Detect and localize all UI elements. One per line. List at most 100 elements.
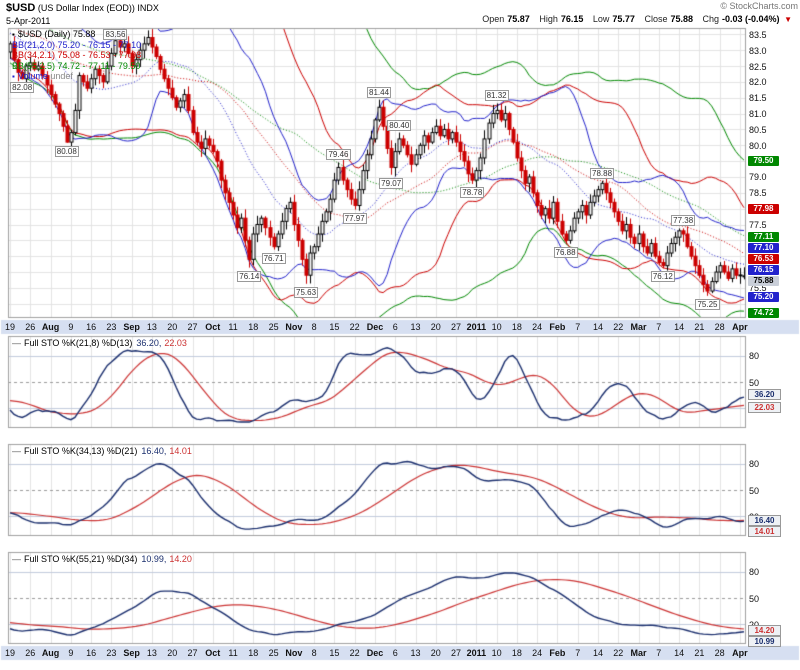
x-axis-label: Feb [549, 648, 566, 658]
x-axis-label: 9 [68, 322, 74, 332]
price-annotation: 83.56 [103, 29, 128, 40]
x-axis-label: 10 [491, 322, 502, 332]
x-axis-label: 11 [228, 648, 238, 658]
x-axis-label: Aug [41, 322, 60, 332]
legend-text: BB(34,2.1) 75.08 - 76.53 - 77.98 [12, 50, 142, 60]
x-axis-label: 7 [656, 648, 662, 658]
x-axis-label: 20 [430, 322, 441, 332]
price-value-box: 77.10 [748, 242, 779, 253]
x-axis-label: Mar [630, 322, 647, 332]
x-axis-label: 18 [248, 322, 259, 332]
chart-title: (US Dollar Index (EOD)) INDX [35, 3, 159, 13]
x-axis-label: 25 [268, 322, 279, 332]
x-axis-label: Dec [366, 648, 384, 658]
x-axis-label: 19 [5, 322, 16, 332]
quote-close-label: Close [644, 14, 668, 24]
indicator-line-icon: — [12, 338, 21, 348]
stoch-legend-1: — Full STO %K(21,8) %D(13) 36.20, 22.03 [12, 338, 187, 348]
x-axis-label: 18 [511, 648, 522, 658]
y-axis-tick: 80.5 [749, 124, 767, 135]
price-annotation: 80.08 [54, 145, 79, 157]
quote-low-value: 75.77 [612, 14, 635, 24]
legend-text: BB(55,2.5) 74.72 - 77.11 - 79.50 [12, 60, 141, 71]
x-axis-label: 22 [349, 322, 360, 332]
stoch-axis-tick: 80 [749, 567, 760, 578]
stoch-legend-3: — Full STO %K(55,21) %D(34) 10.99, 14.20 [12, 554, 192, 564]
x-axis-label: 7 [575, 648, 581, 658]
x-axis-label: 18 [248, 648, 259, 658]
price-annotation: 82.08 [10, 82, 35, 94]
x-axis-label: 13 [410, 648, 421, 658]
x-axis-label: 6 [392, 322, 398, 332]
y-axis-tick: 79.0 [749, 172, 767, 183]
quote-open-value: 75.87 [507, 14, 530, 24]
x-axis-label: Apr [732, 648, 748, 658]
stockcharts-copyright[interactable]: © StockCharts.com [720, 1, 798, 11]
stoch-3-d-value: 14.20 [169, 554, 192, 564]
x-axis-label: 27 [187, 322, 198, 332]
x-axis-label: 26 [25, 322, 36, 332]
x-axis-label: 20 [430, 648, 441, 658]
legend-item: BB(34,2.1) 75.08 - 76.53 - 77.98 [12, 50, 141, 61]
price-value-box: 75.88 [748, 275, 779, 286]
x-axis-label: Feb [549, 322, 566, 332]
x-axis-label: 14 [674, 648, 685, 658]
legend-item: ▪ $USD (Daily) 75.88 [12, 29, 141, 40]
price-annotation: 75.63 [294, 286, 319, 298]
x-axis-label: 27 [451, 322, 462, 332]
x-axis-label: 13 [146, 648, 157, 658]
quote-chg-label: Chg [702, 14, 720, 24]
x-axis-label: 27 [451, 648, 462, 658]
x-axis-label: 9 [68, 648, 74, 658]
x-axis-label: 18 [511, 322, 522, 332]
stoch-value-box: 14.20 [748, 624, 781, 636]
x-axis-label: 21 [694, 322, 705, 332]
price-value-box: 79.50 [748, 156, 779, 167]
x-axis-label: 13 [410, 322, 421, 332]
stoch-1-d-value: 22.03 [164, 338, 187, 348]
x-axis-label: 16 [86, 648, 97, 658]
x-axis-label: 20 [167, 322, 178, 332]
x-axis-label: 24 [532, 648, 543, 658]
stoch-axis-tick: 80 [749, 351, 760, 362]
x-axis-label: Sep [123, 322, 140, 332]
price-value-box: 76.15 [748, 264, 779, 275]
x-axis-label: 22 [349, 648, 360, 658]
x-axis-label: 14 [592, 322, 603, 332]
price-annotation: 78.78 [460, 186, 485, 198]
price-annotation: 79.07 [379, 177, 404, 189]
x-axis-label: Oct [205, 648, 221, 658]
stoch-2-k-value: 16.40, [141, 446, 167, 456]
legend-item: BB(21,2.0) 75.20 - 76.15 - 77.10 [12, 40, 141, 51]
price-annotation: 76.14 [237, 270, 262, 282]
stoch-axis-tick: 50 [749, 485, 760, 496]
price-value-box: 77.11 [748, 231, 779, 242]
change-down-arrow-icon: ▼ [784, 15, 792, 24]
x-axis-label: 7 [656, 322, 662, 332]
price-value-box: 77.98 [748, 204, 779, 215]
x-axis-label: 14 [592, 648, 603, 658]
price-annotation: 77.97 [342, 212, 367, 224]
quote-chg-value: -0.03 (-0.04%) [722, 14, 780, 24]
price-annotation: 77.38 [671, 215, 696, 227]
x-axis-label: 7 [575, 322, 581, 332]
x-axis-label: 11 [228, 322, 238, 332]
price-value-box: 74.72 [748, 307, 779, 318]
price-value-box: 75.20 [748, 292, 779, 303]
x-axis-label: 25 [268, 648, 279, 658]
x-axis-label: 15 [329, 322, 340, 332]
x-axis-label: 22 [613, 648, 624, 658]
price-annotation: 81.32 [484, 90, 509, 102]
x-axis-label: 27 [187, 648, 198, 658]
quote-high-label: High [539, 14, 558, 24]
legend-text: $USD (Daily) 75.88 [17, 29, 96, 39]
y-axis-tick: 83.5 [749, 29, 767, 40]
legend-text-secondary: undef [47, 71, 73, 81]
volume-icon: ▪ [12, 72, 15, 81]
symbol-ticker: $USD [6, 2, 36, 14]
legend-item: BB(55,2.5) 74.72 - 77.11 - 79.50 [12, 61, 141, 72]
x-axis-label: 10 [491, 648, 502, 658]
stoch-value-box: 22.03 [748, 401, 781, 413]
x-axis-label: 22 [613, 322, 624, 332]
